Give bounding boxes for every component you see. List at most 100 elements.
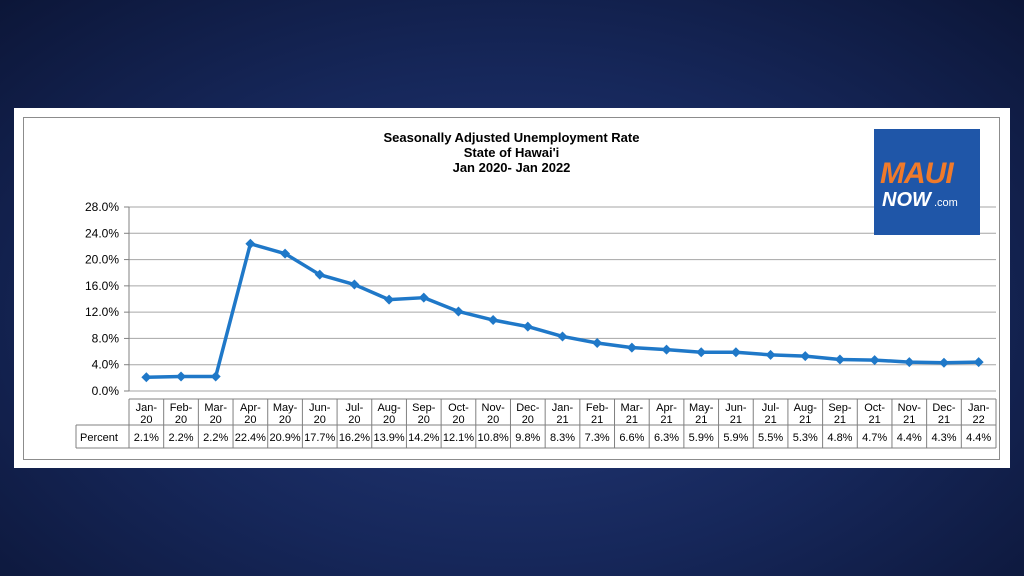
- data-point-marker: [314, 269, 325, 280]
- data-value-label: 10.8%: [478, 432, 509, 444]
- maui-now-logo: MAUI NOW .com: [874, 129, 980, 235]
- y-tick-label: 12.0%: [85, 305, 119, 319]
- x-category-label-year: 20: [487, 414, 499, 426]
- x-category-label-year: 20: [522, 414, 534, 426]
- chart-area: Seasonally Adjusted Unemployment Rate St…: [23, 117, 1000, 460]
- logo-now-text: NOW: [882, 189, 931, 211]
- x-category-label-year: 20: [140, 414, 152, 426]
- x-category-label-year: 21: [660, 414, 672, 426]
- y-tick-label: 8.0%: [92, 331, 120, 345]
- data-value-label: 9.8%: [515, 432, 540, 444]
- x-category-label: Nov-: [898, 402, 922, 414]
- data-value-label: 12.1%: [443, 432, 474, 444]
- data-value-label: 22.4%: [235, 432, 266, 444]
- x-category-label-year: 20: [452, 414, 464, 426]
- data-point-marker: [488, 315, 499, 326]
- x-category-label-year: 22: [973, 414, 985, 426]
- data-value-label: 5.3%: [793, 432, 818, 444]
- x-category-label: Feb-: [586, 402, 609, 414]
- x-category-label-year: 20: [244, 414, 256, 426]
- data-value-label: 4.8%: [827, 432, 852, 444]
- data-value-label: 2.1%: [134, 432, 159, 444]
- data-point-marker: [626, 342, 637, 353]
- x-category-label: Apr-: [240, 402, 261, 414]
- chart-date-range: Jan 2020- Jan 2022: [452, 160, 571, 175]
- data-value-label: 6.3%: [654, 432, 679, 444]
- x-category-label: Sep-: [828, 402, 852, 414]
- logo-maui-text: MAUI: [880, 157, 954, 190]
- x-category-label-year: 20: [175, 414, 187, 426]
- x-category-label-year: 21: [730, 414, 742, 426]
- chart-title-block: Seasonally Adjusted Unemployment Rate St…: [24, 130, 999, 175]
- x-category-label-year: 20: [314, 414, 326, 426]
- x-category-label-year: 20: [279, 414, 291, 426]
- logo-com-text: .com: [934, 197, 958, 209]
- data-point-marker: [245, 238, 256, 249]
- data-value-label: 20.9%: [269, 432, 300, 444]
- data-point-marker: [834, 354, 845, 365]
- x-category-label-year: 21: [903, 414, 915, 426]
- x-category-label: Apr-: [656, 402, 677, 414]
- data-point-marker: [904, 357, 915, 368]
- x-category-label: Feb-: [170, 402, 193, 414]
- x-category-label: Jul-: [346, 402, 364, 414]
- data-point-marker: [280, 248, 291, 259]
- series-line: [146, 242, 979, 379]
- x-category-label: Jul-: [762, 402, 780, 414]
- data-value-label: 5.5%: [758, 432, 783, 444]
- series-name-label: Percent: [80, 432, 118, 444]
- data-value-label: 2.2%: [203, 432, 228, 444]
- x-category-label-year: 21: [591, 414, 603, 426]
- data-value-label: 4.4%: [966, 432, 991, 444]
- data-point-marker: [938, 357, 949, 368]
- x-category-label: Oct-: [864, 402, 885, 414]
- data-point-marker: [384, 294, 395, 305]
- data-point-marker: [592, 338, 603, 349]
- data-value-label: 6.6%: [619, 432, 644, 444]
- x-category-label: Oct-: [448, 402, 469, 414]
- data-point-marker: [210, 371, 221, 382]
- x-category-label-year: 21: [799, 414, 811, 426]
- x-category-label: Sep-: [412, 402, 436, 414]
- data-value-label: 4.4%: [897, 432, 922, 444]
- data-value-label: 5.9%: [723, 432, 748, 444]
- y-tick-label: 28.0%: [85, 200, 119, 214]
- x-category-label: Mar-: [204, 402, 227, 414]
- x-category-label: Jun-: [309, 402, 331, 414]
- x-category-label-year: 20: [383, 414, 395, 426]
- data-point-marker: [800, 351, 811, 362]
- x-category-label: Dec-: [516, 402, 540, 414]
- data-value-label: 4.3%: [931, 432, 956, 444]
- chart-title: Seasonally Adjusted Unemployment Rate: [383, 130, 640, 145]
- x-category-label-year: 21: [868, 414, 880, 426]
- data-point-marker: [349, 279, 360, 290]
- data-value-label: 5.9%: [689, 432, 714, 444]
- x-category-label: May-: [689, 402, 714, 414]
- x-category-label: Jun-: [725, 402, 747, 414]
- y-tick-label: 24.0%: [85, 226, 119, 240]
- x-category-label: Jan-: [136, 402, 158, 414]
- data-value-label: 17.7%: [304, 432, 335, 444]
- data-value-label: 2.2%: [168, 432, 193, 444]
- data-point-marker: [453, 306, 464, 317]
- data-point-marker: [696, 347, 707, 358]
- y-tick-label: 0.0%: [92, 384, 120, 398]
- data-point-marker: [869, 355, 880, 366]
- data-point-marker: [418, 292, 429, 303]
- x-category-label: Nov-: [482, 402, 506, 414]
- x-category-label-year: 21: [938, 414, 950, 426]
- data-point-marker: [765, 349, 776, 360]
- x-category-label-year: 21: [556, 414, 568, 426]
- data-point-marker: [661, 344, 672, 355]
- y-tick-label: 20.0%: [85, 253, 119, 267]
- data-point-marker: [730, 347, 741, 358]
- x-category-label: Mar-: [621, 402, 644, 414]
- x-category-label-year: 21: [764, 414, 776, 426]
- x-category-label-year: 20: [210, 414, 222, 426]
- x-category-label-year: 20: [418, 414, 430, 426]
- data-point-marker: [557, 331, 568, 342]
- chart-frame: Seasonally Adjusted Unemployment Rate St…: [14, 108, 1010, 468]
- data-value-label: 13.9%: [373, 432, 404, 444]
- x-category-label-year: 21: [626, 414, 638, 426]
- y-tick-label: 4.0%: [92, 358, 120, 372]
